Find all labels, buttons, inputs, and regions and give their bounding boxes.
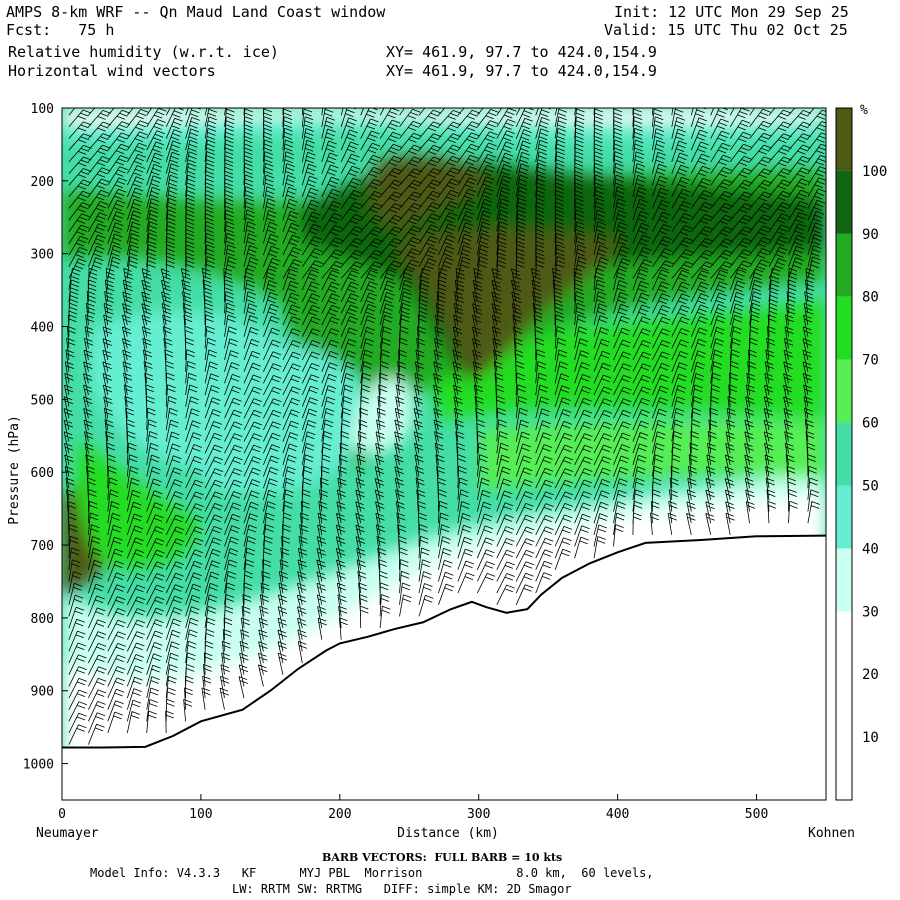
field-mid-right — [480, 420, 826, 490]
y-tick-label: 100 — [31, 102, 54, 117]
colorbar-swatch — [836, 233, 852, 297]
x-tick-label: 0 — [58, 807, 66, 822]
barb-legend: BARB VECTORS: FULL BARB = 10 kts — [322, 851, 563, 864]
colorbar-label: 80 — [862, 290, 879, 306]
y-tick-label: 700 — [31, 539, 54, 554]
colorbar-unit: % — [860, 103, 868, 118]
y-tick-label: 600 — [31, 466, 54, 481]
colorbar-label: 70 — [862, 353, 879, 369]
model-info-2: LW: RRTM SW: RRTMG DIFF: simple KM: 2D S… — [232, 882, 572, 896]
x-end-station: Kohnen — [808, 826, 855, 841]
field-top-dry — [62, 108, 826, 123]
colorbar-label: 10 — [862, 730, 879, 746]
colorbar-swatch — [836, 737, 852, 800]
colorbar-label: 20 — [862, 667, 879, 683]
colorbar-label: 40 — [862, 541, 879, 557]
colorbar-swatch — [836, 485, 852, 549]
colorbar-swatch — [836, 170, 852, 234]
y-tick-label: 400 — [31, 321, 54, 336]
colorbar-swatch — [836, 611, 852, 675]
humidity-field — [62, 108, 826, 800]
field-name-1: Relative humidity (w.r.t. ice) — [8, 43, 279, 61]
y-tick-label: 800 — [31, 612, 54, 627]
wind-barb-paths — [63, 108, 826, 745]
terrain-surface-line — [62, 534, 826, 749]
colorbar-swatch — [836, 548, 852, 612]
colorbar-label: 100 — [862, 164, 887, 180]
plot-frame — [61, 107, 827, 801]
x-tick-label: 300 — [467, 807, 490, 822]
terrain-mask — [62, 535, 826, 800]
colorbar: 10 20 30 40 50 60 70 80 90 100 — [835, 107, 887, 801]
y-tick-label: 1000 — [23, 758, 54, 773]
y-tick-label: 900 — [31, 685, 54, 700]
chart-title: AMPS 8-km WRF -- Qn Maud Land Coast wind… — [6, 3, 386, 21]
y-tick-label: 300 — [31, 248, 54, 263]
wind-barbs — [63, 108, 826, 745]
colorbar-swatch — [836, 422, 852, 486]
x-tick-label: 200 — [328, 807, 351, 822]
colorbar-label: 60 — [862, 416, 879, 432]
valid-time: Valid: 15 UTC Thu 02 Oct 25 — [604, 21, 848, 39]
x-tick-label: 100 — [189, 807, 212, 822]
colorbar-swatch — [836, 674, 852, 738]
colorbar-swatch — [836, 359, 852, 423]
colorbar-swatch — [836, 296, 852, 360]
colorbar-label: 50 — [862, 478, 879, 494]
xy-range-1: XY= 461.9, 97.7 to 424.0,154.9 — [386, 43, 657, 61]
field-mid-lobe — [200, 345, 364, 495]
colorbar-frame — [835, 107, 853, 801]
x-tick-label: 400 — [606, 807, 629, 822]
x-start-station: Neumayer — [36, 826, 99, 841]
colorbar-label: 90 — [862, 227, 879, 243]
x-axis-ticks: 0 100 200 300 400 500 — [58, 794, 768, 822]
y-tick-label: 200 — [31, 175, 54, 190]
field-saturated-1 — [369, 156, 490, 230]
xy-range-2: XY= 461.9, 97.7 to 424.0,154.9 — [386, 62, 657, 80]
forecast-value: 75 h — [78, 21, 115, 39]
field-name-2: Horizontal wind vectors — [8, 62, 216, 80]
init-time: Init: 12 UTC Mon 29 Sep 25 — [614, 3, 849, 21]
y-tick-label: 500 — [31, 393, 54, 408]
x-tick-label: 500 — [745, 807, 768, 822]
forecast-label-text: Fcst: — [6, 21, 52, 39]
colorbar-swatch — [836, 108, 852, 171]
model-info-1: Model Info: V4.3.3 KF MYJ PBL Morrison 8… — [90, 866, 654, 880]
colorbar-label: 30 — [862, 604, 879, 620]
y-axis-label: Pressure (hPa) — [7, 415, 22, 525]
x-axis-label: Distance (km) — [397, 826, 499, 841]
field-saturated-2 — [400, 228, 620, 380]
y-axis-ticks: 100 200 300 400 500 600 700 800 900 1000 — [23, 102, 68, 773]
forecast-label: Fcst: 75 h — [6, 21, 114, 39]
